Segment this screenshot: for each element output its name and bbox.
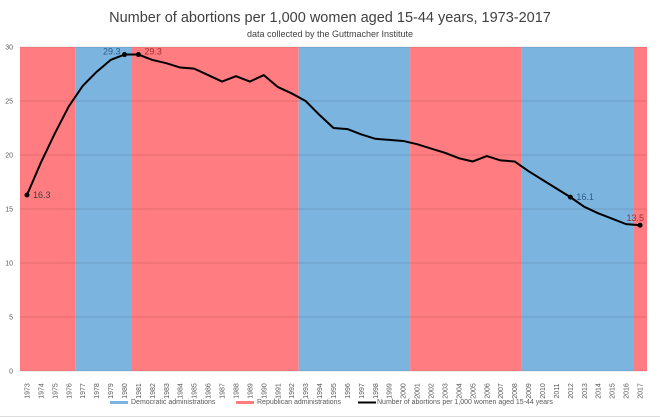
data-point (24, 192, 30, 198)
legend-label: Number of abortions per 1,000 women aged… (377, 399, 553, 406)
legend-swatch (236, 401, 254, 404)
x-tick-label: 2017 (638, 383, 645, 399)
x-tick-label: 1977 (80, 383, 87, 399)
x-tick-label: 2009 (526, 383, 533, 399)
x-tick-label: 2003 (442, 383, 449, 399)
x-tick-label: 1997 (359, 383, 366, 399)
x-tick-label: 1974 (38, 383, 45, 399)
chart-title: Number of abortions per 1,000 women aged… (109, 10, 551, 26)
legend-swatch (110, 401, 128, 404)
x-tick-label: 1976 (66, 383, 73, 399)
band-republican (131, 47, 299, 371)
y-tick-label: 5 (9, 315, 13, 322)
data-point (567, 194, 573, 200)
legend-label: Democratic administrations (131, 399, 216, 406)
band-republican (633, 47, 647, 371)
x-tick-label: 2011 (554, 383, 561, 398)
data-label: 13.5 (627, 213, 645, 223)
x-tick-label: 1993 (303, 383, 310, 399)
band-republican (20, 47, 76, 371)
data-label: 16.3 (33, 190, 51, 200)
x-tick-label: 2008 (512, 383, 519, 399)
chart-subtitle: data collected by the Guttmacher Institu… (246, 29, 414, 39)
y-tick-label: 25 (5, 99, 13, 106)
y-tick-label: 15 (5, 207, 13, 214)
data-point (135, 52, 141, 58)
x-tick-label: 2001 (415, 383, 422, 399)
x-tick-label: 2016 (624, 383, 631, 399)
x-tick-label: 1995 (331, 383, 338, 399)
x-tick-label: 1983 (164, 383, 171, 399)
y-tick-label: 30 (5, 45, 13, 52)
x-tick-label: 2004 (456, 383, 463, 399)
x-tick-label: 1982 (150, 383, 157, 399)
band-democratic (298, 47, 411, 371)
x-tick-label: 1980 (122, 383, 129, 399)
x-tick-label: 2014 (596, 383, 603, 399)
x-tick-label: 1973 (24, 383, 31, 399)
legend-label: Republican administrations (257, 399, 342, 406)
band-democratic (521, 47, 634, 371)
x-tick-label: 2015 (610, 383, 617, 399)
x-tick-label: 1985 (192, 383, 199, 399)
x-tick-label: 1989 (247, 383, 254, 399)
x-tick-label: 1988 (233, 383, 240, 399)
x-tick-label: 2006 (484, 383, 491, 399)
x-tick-label: 2007 (498, 383, 505, 399)
x-tick-label: 1996 (345, 383, 352, 399)
x-tick-label: 1998 (373, 383, 380, 399)
x-tick-label: 2012 (568, 383, 575, 399)
y-tick-label: 10 (5, 261, 13, 268)
x-tick-label: 1987 (220, 383, 227, 399)
band-republican (410, 47, 522, 371)
data-point (637, 222, 643, 228)
x-tick-label: 1991 (275, 383, 282, 399)
data-label: 16.1 (576, 192, 594, 202)
x-tick-label: 1979 (108, 383, 115, 399)
x-tick-label: 2005 (470, 383, 477, 399)
x-tick-label: 1981 (136, 383, 143, 399)
x-tick-label: 1975 (52, 383, 59, 399)
x-tick-label: 1992 (289, 383, 296, 399)
x-tick-label: 1994 (317, 383, 324, 399)
data-label: 29.3 (144, 47, 162, 57)
x-tick-label: 1978 (94, 383, 101, 399)
x-tick-label: 2013 (582, 383, 589, 399)
band-democratic (75, 47, 132, 371)
x-tick-label: 1986 (206, 383, 213, 399)
y-tick-label: 20 (5, 153, 13, 160)
x-tick-label: 1990 (261, 383, 268, 399)
x-tick-label: 1999 (387, 383, 394, 399)
x-tick-label: 1984 (178, 383, 185, 399)
x-tick-label: 2010 (540, 383, 547, 399)
y-tick-label: 0 (9, 369, 13, 376)
x-tick-label: 2000 (401, 383, 408, 399)
data-label: 29.3 (103, 47, 121, 57)
series-line (26, 53, 641, 227)
data-point (122, 52, 127, 58)
x-tick-label: 2002 (429, 383, 436, 399)
